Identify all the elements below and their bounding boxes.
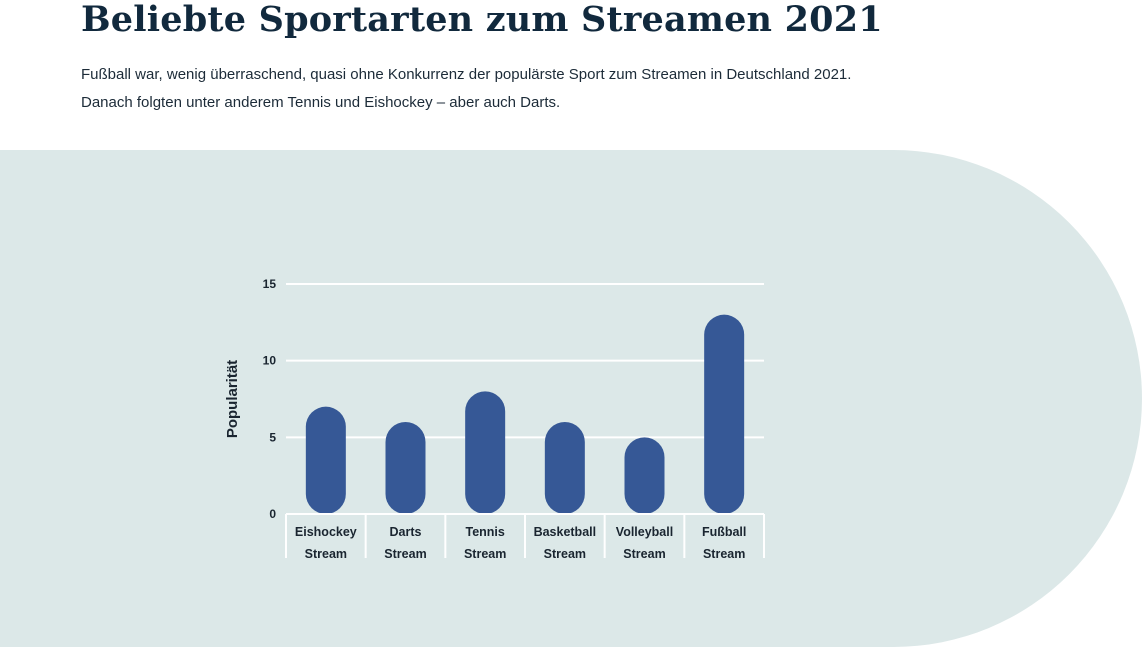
- x-tick-label: Basketball: [534, 525, 597, 539]
- x-tick-label: Volleyball: [616, 525, 673, 539]
- intro-text: Fußball war, wenig überraschend, quasi o…: [81, 61, 1041, 117]
- grid-lines: [286, 283, 764, 439]
- x-tick-label: Stream: [384, 547, 426, 561]
- x-tick-label: Darts: [390, 525, 422, 539]
- chart-panel-background: [0, 150, 1142, 647]
- bar: [544, 422, 585, 514]
- x-tick-label: Stream: [703, 547, 745, 561]
- bar: [704, 314, 745, 514]
- x-tick-label: Eishockey: [295, 525, 357, 539]
- x-tick-label: Stream: [544, 547, 586, 561]
- bar: [385, 422, 426, 514]
- labels: 0 5 10 15 Eishockey Stream Darts Stream Tennis St…: [263, 277, 747, 561]
- bar: [624, 437, 665, 514]
- y-tick-label: 10: [263, 354, 277, 368]
- page-title: Beliebte Sportarten zum Streamen 2021: [81, 0, 883, 40]
- bar: [465, 391, 506, 514]
- y-tick-label: 15: [263, 277, 277, 291]
- axes: [285, 513, 765, 558]
- bar: [305, 406, 346, 514]
- x-tick-label: Stream: [305, 547, 347, 561]
- intro-line-1: Fußball war, wenig überraschend, quasi o…: [81, 66, 852, 83]
- y-axis-label: Popularität: [224, 360, 241, 438]
- x-tick-label: Stream: [464, 547, 506, 561]
- y-tick-label: 5: [269, 430, 276, 444]
- x-tick-label: Fußball: [702, 525, 746, 539]
- y-tick-label: 0: [269, 507, 276, 521]
- bars: [305, 314, 745, 514]
- x-tick-label: Tennis: [465, 525, 504, 539]
- intro-line-2: Danach folgten unter anderem Tennis und …: [81, 94, 561, 111]
- x-tick-label: Stream: [623, 547, 665, 561]
